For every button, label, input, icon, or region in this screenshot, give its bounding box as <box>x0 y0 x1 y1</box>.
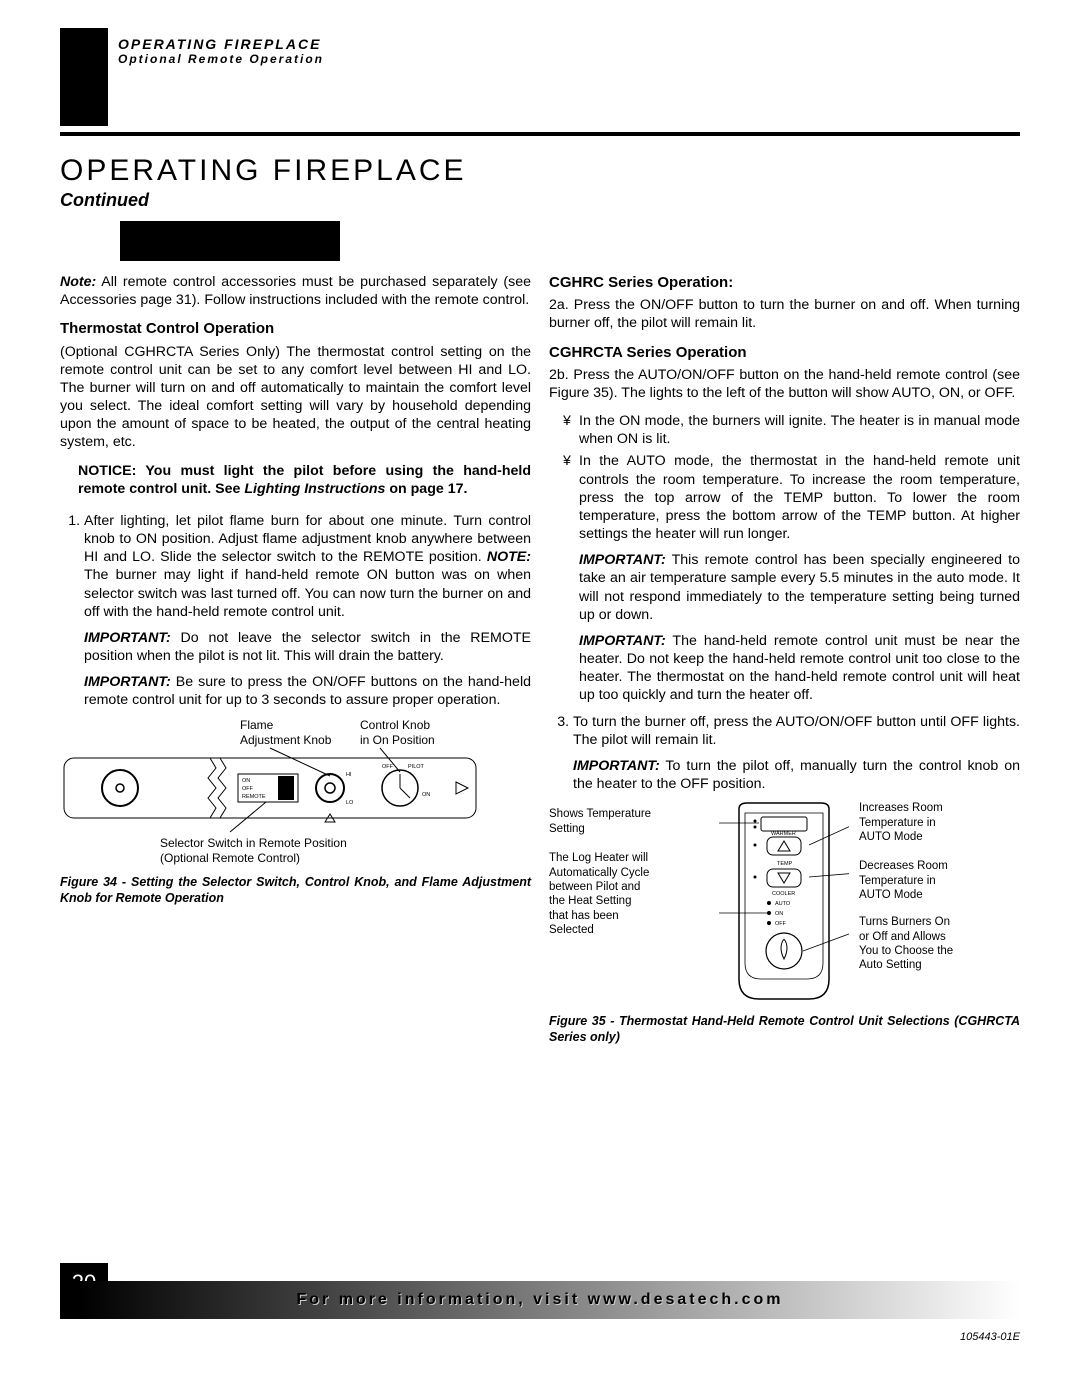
page: OPERATING FIREPLACE Optional Remote Oper… <box>0 0 1080 1397</box>
step-2a: 2a. Press the ON/OFF button to turn the … <box>549 296 1020 332</box>
notice-italic: Lighting Instructions <box>244 481 385 497</box>
notice-block: NOTICE: You must light the pilot before … <box>60 462 531 498</box>
header-line2: Optional Remote Operation <box>118 52 324 66</box>
redacted-bar <box>120 221 340 261</box>
step-list: After lighting, let pilot flame burn for… <box>60 512 531 621</box>
note-label: Note: <box>60 274 96 290</box>
fig34-caption: Figure 34 - Setting the Selector Switch,… <box>60 874 531 906</box>
step-list-3: To turn the burner off, press the AUTO/O… <box>549 713 1020 749</box>
figure-34: Flame Adjustment Knob Control Knob in On… <box>60 718 531 918</box>
imp5-label: IMPORTANT: <box>573 758 660 774</box>
svg-text:COOLER: COOLER <box>772 891 795 897</box>
fig35-right2: Decreases Room Temperature in AUTO Mode <box>859 859 999 902</box>
cghrc-heading: CGHRC Series Operation: <box>549 273 1020 292</box>
content-area: OPERATING FIREPLACE Continued Note: All … <box>60 154 1020 1267</box>
step-3: To turn the burner off, press the AUTO/O… <box>573 713 1020 749</box>
note-paragraph: Note: All remote control accessories mus… <box>60 273 531 309</box>
fig34-switch-label: Selector Switch in Remote Position (Opti… <box>160 836 347 867</box>
page-title: OPERATING FIREPLACE <box>60 154 1020 188</box>
fig34-on: ON <box>242 778 250 784</box>
fig34-dial-on: ON <box>422 792 430 798</box>
important-2: IMPORTANT: Be sure to press the ON/OFF b… <box>60 673 531 709</box>
fig34-dial-pilot: PILOT <box>408 764 425 770</box>
imp3-label: IMPORTANT: <box>579 552 666 568</box>
two-columns: Note: All remote control accessories mus… <box>60 273 1020 1061</box>
fig34-dial-off: OFF <box>382 764 394 770</box>
footer-text: For more information, visit www.desatech… <box>296 1291 783 1309</box>
svg-text:WARMER: WARMER <box>771 831 796 837</box>
step1-note-label: NOTE: <box>487 549 531 565</box>
fig35-caption: Figure 35 - Thermostat Hand-Held Remote … <box>549 1013 1020 1045</box>
fig35-right3: Turns Burners On or Off and Allows You t… <box>859 915 1009 973</box>
notice-suffix: on page 17. <box>385 481 467 497</box>
step1-a: After lighting, let pilot flame burn for… <box>84 513 531 565</box>
note-text: All remote control accessories must be p… <box>60 274 531 308</box>
fig34-off: OFF <box>242 786 254 792</box>
bullet-on: In the ON mode, the burners will ignite.… <box>579 412 1020 448</box>
step-1: After lighting, let pilot flame burn for… <box>84 512 531 621</box>
left-column: Note: All remote control accessories mus… <box>60 273 531 1061</box>
header-black-box <box>60 28 108 126</box>
important-1: IMPORTANT: Do not leave the selector swi… <box>60 629 531 665</box>
svg-text:AUTO: AUTO <box>775 901 791 907</box>
cghrcta-heading: CGHRCTA Series Operation <box>549 343 1020 362</box>
bullet-auto: In the AUTO mode, the thermostat in the … <box>579 452 1020 543</box>
footer-bar: For more information, visit www.desatech… <box>60 1281 1020 1319</box>
svg-text:OFF: OFF <box>775 921 787 927</box>
imp4-label: IMPORTANT: <box>579 633 666 649</box>
thermostat-paragraph: (Optional CGHRCTA Series Only) The therm… <box>60 343 531 452</box>
figure-35: Shows Temperature Setting The Log Heater… <box>549 801 1020 1061</box>
imp2-label: IMPORTANT: <box>84 674 171 690</box>
fig35-right1: Increases Room Temperature in AUTO Mode <box>859 801 999 844</box>
header-rule <box>60 132 1020 136</box>
fig34-diagram: ON OFF REMOTE HI LO OFF PILOT ON <box>60 740 480 840</box>
thermostat-heading: Thermostat Control Operation <box>60 319 531 338</box>
step1-b: The burner may light if hand-held remote… <box>84 567 531 619</box>
fig34-remote: REMOTE <box>242 794 266 800</box>
fig34-lo: LO <box>346 800 354 806</box>
fig34-hi: HI <box>346 772 352 778</box>
right-column: CGHRC Series Operation: 2a. Press the ON… <box>549 273 1020 1061</box>
header-lines: OPERATING FIREPLACE Optional Remote Oper… <box>118 36 324 66</box>
fig35-remote-diagram: WARMER TEMP COOLER AUTO ON OFF <box>719 801 849 1011</box>
fig35-left1: Shows Temperature Setting <box>549 807 669 836</box>
important-4: IMPORTANT: The hand-held remote control … <box>549 632 1020 705</box>
svg-text:TEMP: TEMP <box>777 861 793 867</box>
step-2b: 2b. Press the AUTO/ON/OFF button on the … <box>549 366 1020 402</box>
bullet-list: In the ON mode, the burners will ignite.… <box>549 412 1020 543</box>
document-number: 105443-01E <box>960 1331 1020 1343</box>
fig35-left2: The Log Heater will Automatically Cycle … <box>549 851 679 937</box>
important-5: IMPORTANT: To turn the pilot off, manual… <box>549 757 1020 793</box>
continued-label: Continued <box>60 190 1020 211</box>
imp1-label: IMPORTANT: <box>84 630 171 646</box>
important-3: IMPORTANT: This remote control has been … <box>549 551 1020 624</box>
header-line1: OPERATING FIREPLACE <box>118 36 324 52</box>
svg-text:ON: ON <box>775 911 783 917</box>
